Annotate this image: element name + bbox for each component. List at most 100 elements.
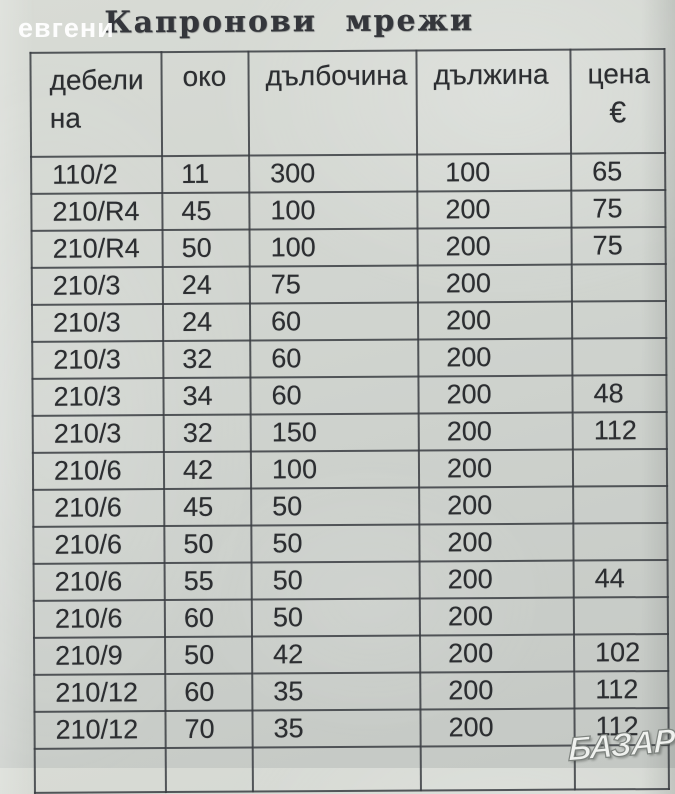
table-cell: 32 [163, 414, 251, 453]
table-cell: 24 [162, 266, 250, 305]
table-cell: 50 [251, 598, 421, 637]
table-cell: 100 [417, 153, 572, 192]
table-cell: 210/3 [32, 378, 164, 416]
header-length: дължина [416, 49, 572, 155]
table-cell: 60 [165, 673, 253, 712]
table-cell: 210/3 [31, 267, 163, 305]
header-price: цена € [570, 48, 666, 154]
table-cell: 200 [417, 227, 572, 266]
paper-sheet: Капронови мрежи дебели на око дълбочина … [30, 3, 669, 793]
table-cell: 210/9 [34, 637, 166, 675]
table-cell: 32 [163, 340, 251, 379]
table-cell: 110/2 [31, 156, 163, 194]
table-cell [572, 337, 667, 376]
table-cell: 200 [419, 560, 574, 599]
table-cell [571, 300, 667, 339]
table-cell: 34 [163, 377, 251, 416]
table-cell: 60 [249, 302, 419, 341]
table-cell: 102 [574, 633, 669, 672]
table-cell: 60 [164, 599, 253, 638]
table-cell: 42 [252, 635, 421, 674]
table-cell: 210/3 [32, 341, 164, 379]
table-cell: 200 [420, 634, 575, 673]
table-cell [252, 746, 421, 792]
table-row: 210/3 32 60 200 [32, 337, 667, 379]
header-thickness: дебели на [30, 52, 163, 157]
table-cell: 200 [420, 708, 575, 747]
table-cell: 24 [162, 303, 251, 342]
table-row: 210/6 42 100 200 [32, 448, 668, 490]
table-cell: 210/12 [34, 711, 166, 749]
table-row: 210/6 60 50 200 [33, 596, 669, 638]
table-row: 210/3 32 150 200 112 [32, 411, 667, 453]
table-cell: 210/R4 [31, 193, 163, 231]
table-cell: 42 [163, 451, 252, 490]
table-cell: 65 [571, 152, 666, 191]
table-row: 210/3 24 60 200 [31, 300, 667, 342]
table-cell: 50 [165, 636, 253, 675]
table-cell: 75 [571, 226, 666, 265]
header-thickness-label: дебели на [49, 64, 144, 134]
table-cell: 60 [250, 339, 419, 378]
header-depth: дълбочина [248, 50, 418, 156]
table-header: дебели на око дълбочина дължина цена € [30, 48, 666, 157]
table-cell: 300 [249, 154, 418, 193]
table-cell: 210/6 [33, 563, 165, 601]
table-cell: 200 [419, 523, 574, 562]
table-cell: 210/6 [33, 526, 165, 564]
table-cell: 45 [162, 192, 250, 231]
table-cell: 55 [164, 562, 252, 601]
table-cell [573, 596, 669, 635]
table-cell: 210/R4 [31, 230, 163, 268]
table-row: 210/6 45 50 200 [33, 485, 668, 527]
table-cell: 210/6 [33, 600, 166, 638]
table-row: 210/12 60 35 200 112 [34, 670, 669, 712]
table-cell: 50 [164, 525, 252, 564]
table-cell: 210/3 [32, 415, 164, 453]
table-cell: 200 [417, 190, 572, 229]
table-cell: 112 [572, 411, 667, 450]
header-mesh: око [161, 51, 250, 157]
table-cell: 100 [249, 228, 418, 267]
table-cell: 150 [250, 413, 419, 452]
table-cell: 75 [571, 189, 666, 228]
table-row: 210/6 55 50 200 44 [33, 559, 668, 601]
table-cell [34, 748, 166, 793]
table-cell: 200 [417, 264, 572, 303]
table-cell: 60 [250, 376, 419, 415]
header-price-label: цена [587, 58, 651, 90]
table-cell: 50 [162, 229, 250, 268]
table-cell: 11 [162, 155, 250, 194]
table-cell: 112 [574, 670, 669, 709]
table-cell: 50 [251, 487, 420, 526]
table-row: 210/R4 50 100 200 75 [31, 226, 666, 268]
table-cell: 210/3 [31, 304, 164, 342]
table-cell: 200 [419, 486, 574, 525]
table-cell [573, 485, 668, 524]
table-cell: 50 [251, 524, 420, 563]
table-cell [572, 448, 668, 487]
table-cell: 70 [165, 710, 253, 749]
table-cell: 210/12 [34, 674, 166, 712]
table-cell [420, 745, 575, 791]
table-row: 210/R4 45 100 200 75 [31, 189, 666, 231]
table-body: 110/2 11 300 100 65 210/R4 45 100 200 75 210/R4 50 1… [31, 152, 669, 793]
table-cell [571, 263, 666, 302]
table-cell: 100 [249, 191, 418, 230]
table-cell: 200 [419, 597, 575, 636]
table-cell: 200 [418, 449, 574, 488]
table-cell: 200 [418, 375, 573, 414]
table-cell: 210/6 [32, 452, 165, 490]
table-row: 210/3 24 75 200 [31, 263, 666, 305]
table-cell: 44 [573, 559, 668, 598]
table-cell: 200 [420, 671, 575, 710]
table-row: 110/2 11 300 100 65 [31, 152, 666, 194]
table-cell: 200 [418, 412, 573, 451]
seller-watermark: евгени [18, 13, 115, 43]
table-cell [165, 747, 253, 793]
table-cell: 48 [572, 374, 667, 413]
table-row: 210/6 50 50 200 [33, 522, 668, 564]
table-cell [573, 522, 668, 561]
header-row: дебели на око дълбочина дължина цена € [30, 48, 666, 157]
table-cell: 200 [417, 301, 573, 340]
